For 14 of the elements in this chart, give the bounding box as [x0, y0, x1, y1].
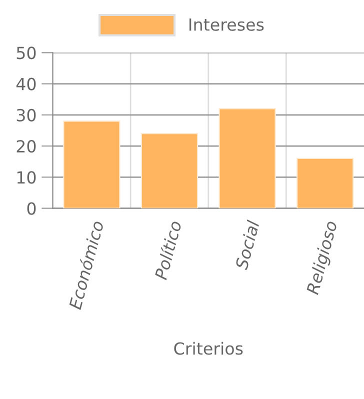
y-tick-label: 10	[17, 171, 36, 184]
x-axis-title: Criterios	[174, 342, 243, 355]
y-tick-label: 30	[16, 108, 36, 122]
bar	[140, 133, 198, 208]
y-tick-label: 0	[27, 202, 36, 215]
y-tick-label: 20	[16, 140, 36, 153]
legend-label: Intereses	[189, 18, 264, 31]
x-tick-label: Social	[234, 219, 260, 270]
bar	[218, 108, 276, 208]
y-tick-label: 40	[16, 78, 36, 90]
x-tick-label: Político	[153, 220, 182, 280]
bar	[63, 120, 120, 208]
bar	[296, 158, 354, 208]
y-tick-label: 50	[16, 46, 36, 60]
